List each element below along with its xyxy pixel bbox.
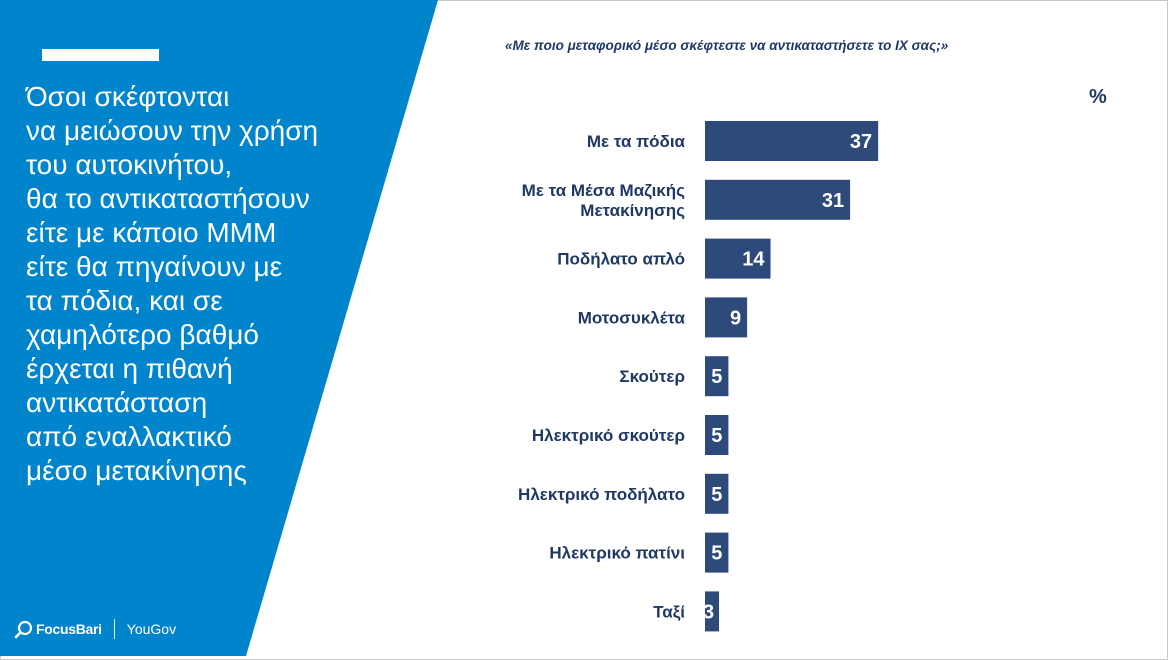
magnifier-icon (14, 620, 33, 639)
logos: FocusBari YouGov (14, 618, 176, 640)
category-label: Ποδήλατο απλό (557, 250, 685, 269)
data-label: 3 (703, 601, 714, 623)
data-label: 31 (822, 190, 844, 212)
data-label: 9 (730, 307, 741, 329)
data-label: 37 (850, 131, 872, 153)
bar (705, 532, 729, 573)
bar (705, 121, 879, 161)
category-label: Ηλεκτρικό σκούτερ (532, 426, 685, 445)
data-label: 5 (711, 484, 722, 506)
category-label: Ταξί (653, 602, 685, 621)
data-label: 5 (711, 543, 722, 565)
survey-question: «Με ποιο μεταφορικό μέσο σκέφτεστε να αν… (505, 38, 949, 53)
category-label: Σκούτερ (619, 367, 685, 386)
category-label: Με τα πόδια (587, 132, 686, 151)
category-label: Ηλεκτρικό πατίνι (549, 544, 685, 563)
bar (705, 297, 748, 338)
percent-unit: % (1089, 86, 1107, 108)
yougov-logo: YouGov (126, 621, 177, 637)
data-label: 14 (742, 249, 765, 271)
focusbari-logo: FocusBari (36, 621, 102, 637)
category-label: Μοτοσυκλέτα (578, 308, 686, 327)
bar (705, 179, 851, 220)
bar (705, 356, 729, 397)
bar (705, 238, 771, 279)
data-label: 5 (711, 425, 722, 447)
bar (705, 591, 720, 632)
category-label: Με τα Μέσα Μαζικής Μετακίνησης (522, 181, 685, 220)
category-label: Ηλεκτρικό ποδήλατο (518, 485, 685, 504)
headline-text: Όσοι σκέφτονται να μειώσουν την χρήση το… (26, 81, 319, 486)
data-label: 5 (711, 366, 722, 388)
logo-separator (113, 619, 115, 639)
accent-bar (42, 49, 159, 61)
bar (705, 473, 729, 514)
bar (705, 415, 729, 455)
bar-chart: 37 Με τα πόδια 31 Με τα Μέσα Μαζικής Μετακίν… (518, 121, 879, 632)
